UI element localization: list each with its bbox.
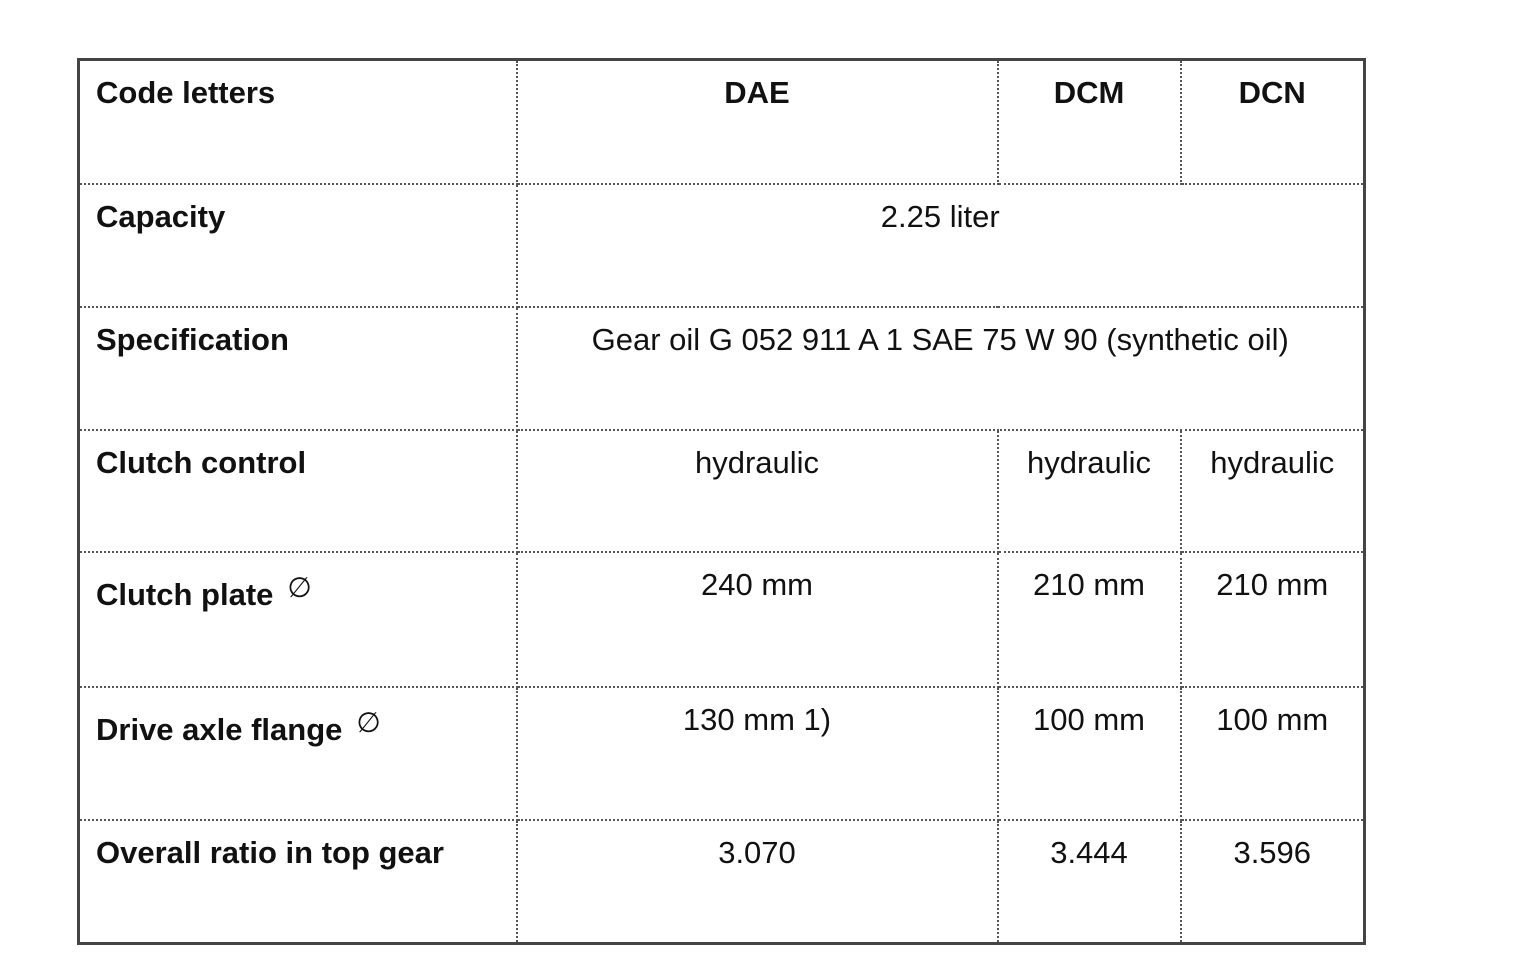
row-label: Code letters xyxy=(77,58,518,185)
capacity-value: 2.25 liter xyxy=(515,182,1366,308)
cell-value: 3.596 xyxy=(1179,818,1366,945)
table-row: Drive axle flange ∅ 130 mm 1) 100 mm 100 … xyxy=(77,685,1366,821)
table-row: Clutch control hydraulic hydraulic hydra… xyxy=(77,428,1366,553)
cell-value: 240 mm xyxy=(515,550,999,688)
code-dcm: DCM xyxy=(996,58,1182,185)
row-label: Overall ratio in top gear xyxy=(77,818,518,945)
table-row: Capacity 2.25 liter xyxy=(77,182,1366,308)
cell-value: 130 mm 1) xyxy=(515,685,999,821)
row-label-cell: Drive axle flange ∅ xyxy=(77,685,518,821)
row-label: Clutch control xyxy=(77,428,518,553)
cell-value: 100 mm xyxy=(1179,685,1366,821)
cell-value: hydraulic xyxy=(1179,428,1366,553)
specification-value: Gear oil G 052 911 A 1 SAE 75 W 90 (synt… xyxy=(515,305,1366,431)
code-dae: DAE xyxy=(515,58,999,185)
cell-value: hydraulic xyxy=(996,428,1182,553)
cell-value: 3.444 xyxy=(996,818,1182,945)
cell-value: 210 mm xyxy=(1179,550,1366,688)
row-label-cell: Clutch plate ∅ xyxy=(77,550,518,688)
cell-value: 210 mm xyxy=(996,550,1182,688)
row-label: Capacity xyxy=(77,182,518,308)
cell-value: hydraulic xyxy=(515,428,999,553)
cell-value: 100 mm xyxy=(996,685,1182,821)
table-row: Code letters DAE DCM DCN xyxy=(77,58,1366,185)
row-label: Specification xyxy=(77,305,518,431)
code-dcn: DCN xyxy=(1179,58,1366,185)
diameter-icon: ∅ xyxy=(356,706,381,738)
table-row: Specification Gear oil G 052 911 A 1 SAE… xyxy=(77,305,1366,431)
table-row: Clutch plate ∅ 240 mm 210 mm 210 mm xyxy=(77,550,1366,688)
specifications-table: Code letters DAE DCM DCN Capacity 2.25 l… xyxy=(77,58,1366,945)
table-row: Overall ratio in top gear 3.070 3.444 3.… xyxy=(77,818,1366,945)
row-label: Clutch plate xyxy=(96,576,274,612)
cell-value: 3.070 xyxy=(515,818,999,945)
row-label: Drive axle flange xyxy=(96,711,343,747)
diameter-icon: ∅ xyxy=(287,571,312,603)
